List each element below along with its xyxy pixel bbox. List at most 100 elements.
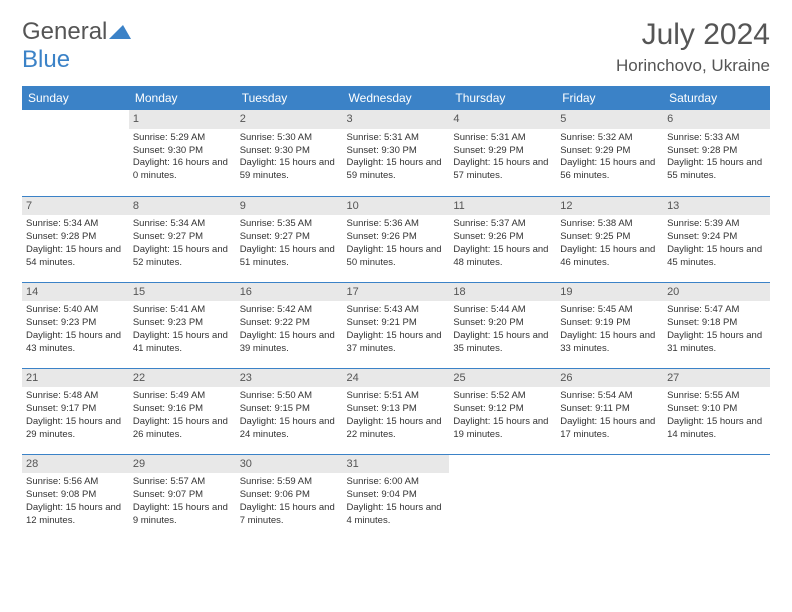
daylight-text: Daylight: 15 hours and 48 minutes. [453,244,552,270]
calendar-header: SundayMondayTuesdayWednesdayThursdayFrid… [22,86,770,110]
calendar-day-cell: 31Sunrise: 6:00 AMSunset: 9:04 PMDayligh… [343,454,450,540]
sunset-text: Sunset: 9:24 PM [667,231,766,244]
header-row: GeneralBlue July 2024 Horinchovo, Ukrain… [22,18,770,76]
calendar-week-row: 28Sunrise: 5:56 AMSunset: 9:08 PMDayligh… [22,454,770,540]
sunset-text: Sunset: 9:16 PM [133,403,232,416]
calendar-week-row: 21Sunrise: 5:48 AMSunset: 9:17 PMDayligh… [22,368,770,454]
day-number: 17 [343,283,450,302]
sunset-text: Sunset: 9:23 PM [26,317,125,330]
location-text: Horinchovo, Ukraine [616,56,770,76]
brand-logo: GeneralBlue [22,18,131,74]
day-number: 4 [449,110,556,129]
daylight-text: Daylight: 15 hours and 29 minutes. [26,416,125,442]
weekday-header: Friday [556,86,663,110]
weekday-header: Wednesday [343,86,450,110]
calendar-day-cell: 25Sunrise: 5:52 AMSunset: 9:12 PMDayligh… [449,368,556,454]
calendar-day-cell [449,454,556,540]
daylight-text: Daylight: 15 hours and 22 minutes. [347,416,446,442]
calendar-day-cell: 17Sunrise: 5:43 AMSunset: 9:21 PMDayligh… [343,282,450,368]
daylight-text: Daylight: 15 hours and 55 minutes. [667,157,766,183]
day-number: 22 [129,369,236,388]
daylight-text: Daylight: 15 hours and 26 minutes. [133,416,232,442]
daylight-text: Daylight: 15 hours and 17 minutes. [560,416,659,442]
sunrise-text: Sunrise: 5:31 AM [347,132,446,145]
daylight-text: Daylight: 15 hours and 56 minutes. [560,157,659,183]
daylight-text: Daylight: 15 hours and 46 minutes. [560,244,659,270]
calendar-day-cell: 22Sunrise: 5:49 AMSunset: 9:16 PMDayligh… [129,368,236,454]
calendar-table: SundayMondayTuesdayWednesdayThursdayFrid… [22,86,770,540]
sunset-text: Sunset: 9:13 PM [347,403,446,416]
daylight-text: Daylight: 15 hours and 14 minutes. [667,416,766,442]
calendar-day-cell [663,454,770,540]
month-title: July 2024 [616,18,770,52]
day-number: 30 [236,455,343,474]
calendar-day-cell: 8Sunrise: 5:34 AMSunset: 9:27 PMDaylight… [129,196,236,282]
sunset-text: Sunset: 9:06 PM [240,489,339,502]
day-number: 18 [449,283,556,302]
sunrise-text: Sunrise: 5:36 AM [347,218,446,231]
weekday-header: Monday [129,86,236,110]
sunrise-text: Sunrise: 5:35 AM [240,218,339,231]
daylight-text: Daylight: 15 hours and 9 minutes. [133,502,232,528]
day-number: 24 [343,369,450,388]
sunrise-text: Sunrise: 5:42 AM [240,304,339,317]
calendar-day-cell: 3Sunrise: 5:31 AMSunset: 9:30 PMDaylight… [343,110,450,196]
calendar-week-row: 1Sunrise: 5:29 AMSunset: 9:30 PMDaylight… [22,110,770,196]
calendar-week-row: 7Sunrise: 5:34 AMSunset: 9:28 PMDaylight… [22,196,770,282]
sunrise-text: Sunrise: 5:59 AM [240,476,339,489]
sunset-text: Sunset: 9:29 PM [560,145,659,158]
day-number: 19 [556,283,663,302]
sunset-text: Sunset: 9:30 PM [240,145,339,158]
daylight-text: Daylight: 15 hours and 45 minutes. [667,244,766,270]
sunset-text: Sunset: 9:10 PM [667,403,766,416]
daylight-text: Daylight: 15 hours and 12 minutes. [26,502,125,528]
day-number: 27 [663,369,770,388]
title-block: July 2024 Horinchovo, Ukraine [616,18,770,76]
day-number: 28 [22,455,129,474]
sunrise-text: Sunrise: 5:52 AM [453,390,552,403]
sunrise-text: Sunrise: 5:29 AM [133,132,232,145]
day-number: 6 [663,110,770,129]
sunrise-text: Sunrise: 5:57 AM [133,476,232,489]
calendar-day-cell: 16Sunrise: 5:42 AMSunset: 9:22 PMDayligh… [236,282,343,368]
calendar-day-cell: 5Sunrise: 5:32 AMSunset: 9:29 PMDaylight… [556,110,663,196]
daylight-text: Daylight: 15 hours and 37 minutes. [347,330,446,356]
calendar-day-cell: 2Sunrise: 5:30 AMSunset: 9:30 PMDaylight… [236,110,343,196]
daylight-text: Daylight: 15 hours and 43 minutes. [26,330,125,356]
calendar-day-cell: 11Sunrise: 5:37 AMSunset: 9:26 PMDayligh… [449,196,556,282]
sunrise-text: Sunrise: 5:50 AM [240,390,339,403]
sunset-text: Sunset: 9:23 PM [133,317,232,330]
sunset-text: Sunset: 9:15 PM [240,403,339,416]
sunset-text: Sunset: 9:19 PM [560,317,659,330]
day-number: 14 [22,283,129,302]
day-number: 15 [129,283,236,302]
sunrise-text: Sunrise: 5:54 AM [560,390,659,403]
sunset-text: Sunset: 9:18 PM [667,317,766,330]
sunset-text: Sunset: 9:04 PM [347,489,446,502]
weekday-header: Thursday [449,86,556,110]
daylight-text: Daylight: 15 hours and 24 minutes. [240,416,339,442]
sunrise-text: Sunrise: 5:41 AM [133,304,232,317]
sunrise-text: Sunrise: 5:32 AM [560,132,659,145]
sunrise-text: Sunrise: 5:30 AM [240,132,339,145]
calendar-day-cell: 15Sunrise: 5:41 AMSunset: 9:23 PMDayligh… [129,282,236,368]
calendar-day-cell: 28Sunrise: 5:56 AMSunset: 9:08 PMDayligh… [22,454,129,540]
calendar-day-cell: 12Sunrise: 5:38 AMSunset: 9:25 PMDayligh… [556,196,663,282]
sunrise-text: Sunrise: 5:38 AM [560,218,659,231]
weekday-header: Tuesday [236,86,343,110]
day-number: 29 [129,455,236,474]
calendar-day-cell: 19Sunrise: 5:45 AMSunset: 9:19 PMDayligh… [556,282,663,368]
calendar-day-cell: 6Sunrise: 5:33 AMSunset: 9:28 PMDaylight… [663,110,770,196]
calendar-day-cell: 10Sunrise: 5:36 AMSunset: 9:26 PMDayligh… [343,196,450,282]
day-number: 26 [556,369,663,388]
calendar-day-cell: 26Sunrise: 5:54 AMSunset: 9:11 PMDayligh… [556,368,663,454]
daylight-text: Daylight: 15 hours and 59 minutes. [240,157,339,183]
sunset-text: Sunset: 9:30 PM [133,145,232,158]
sunrise-text: Sunrise: 5:48 AM [26,390,125,403]
calendar-body: 1Sunrise: 5:29 AMSunset: 9:30 PMDaylight… [22,110,770,540]
calendar-day-cell: 13Sunrise: 5:39 AMSunset: 9:24 PMDayligh… [663,196,770,282]
day-number: 21 [22,369,129,388]
sunset-text: Sunset: 9:27 PM [240,231,339,244]
calendar-day-cell: 14Sunrise: 5:40 AMSunset: 9:23 PMDayligh… [22,282,129,368]
daylight-text: Daylight: 15 hours and 35 minutes. [453,330,552,356]
